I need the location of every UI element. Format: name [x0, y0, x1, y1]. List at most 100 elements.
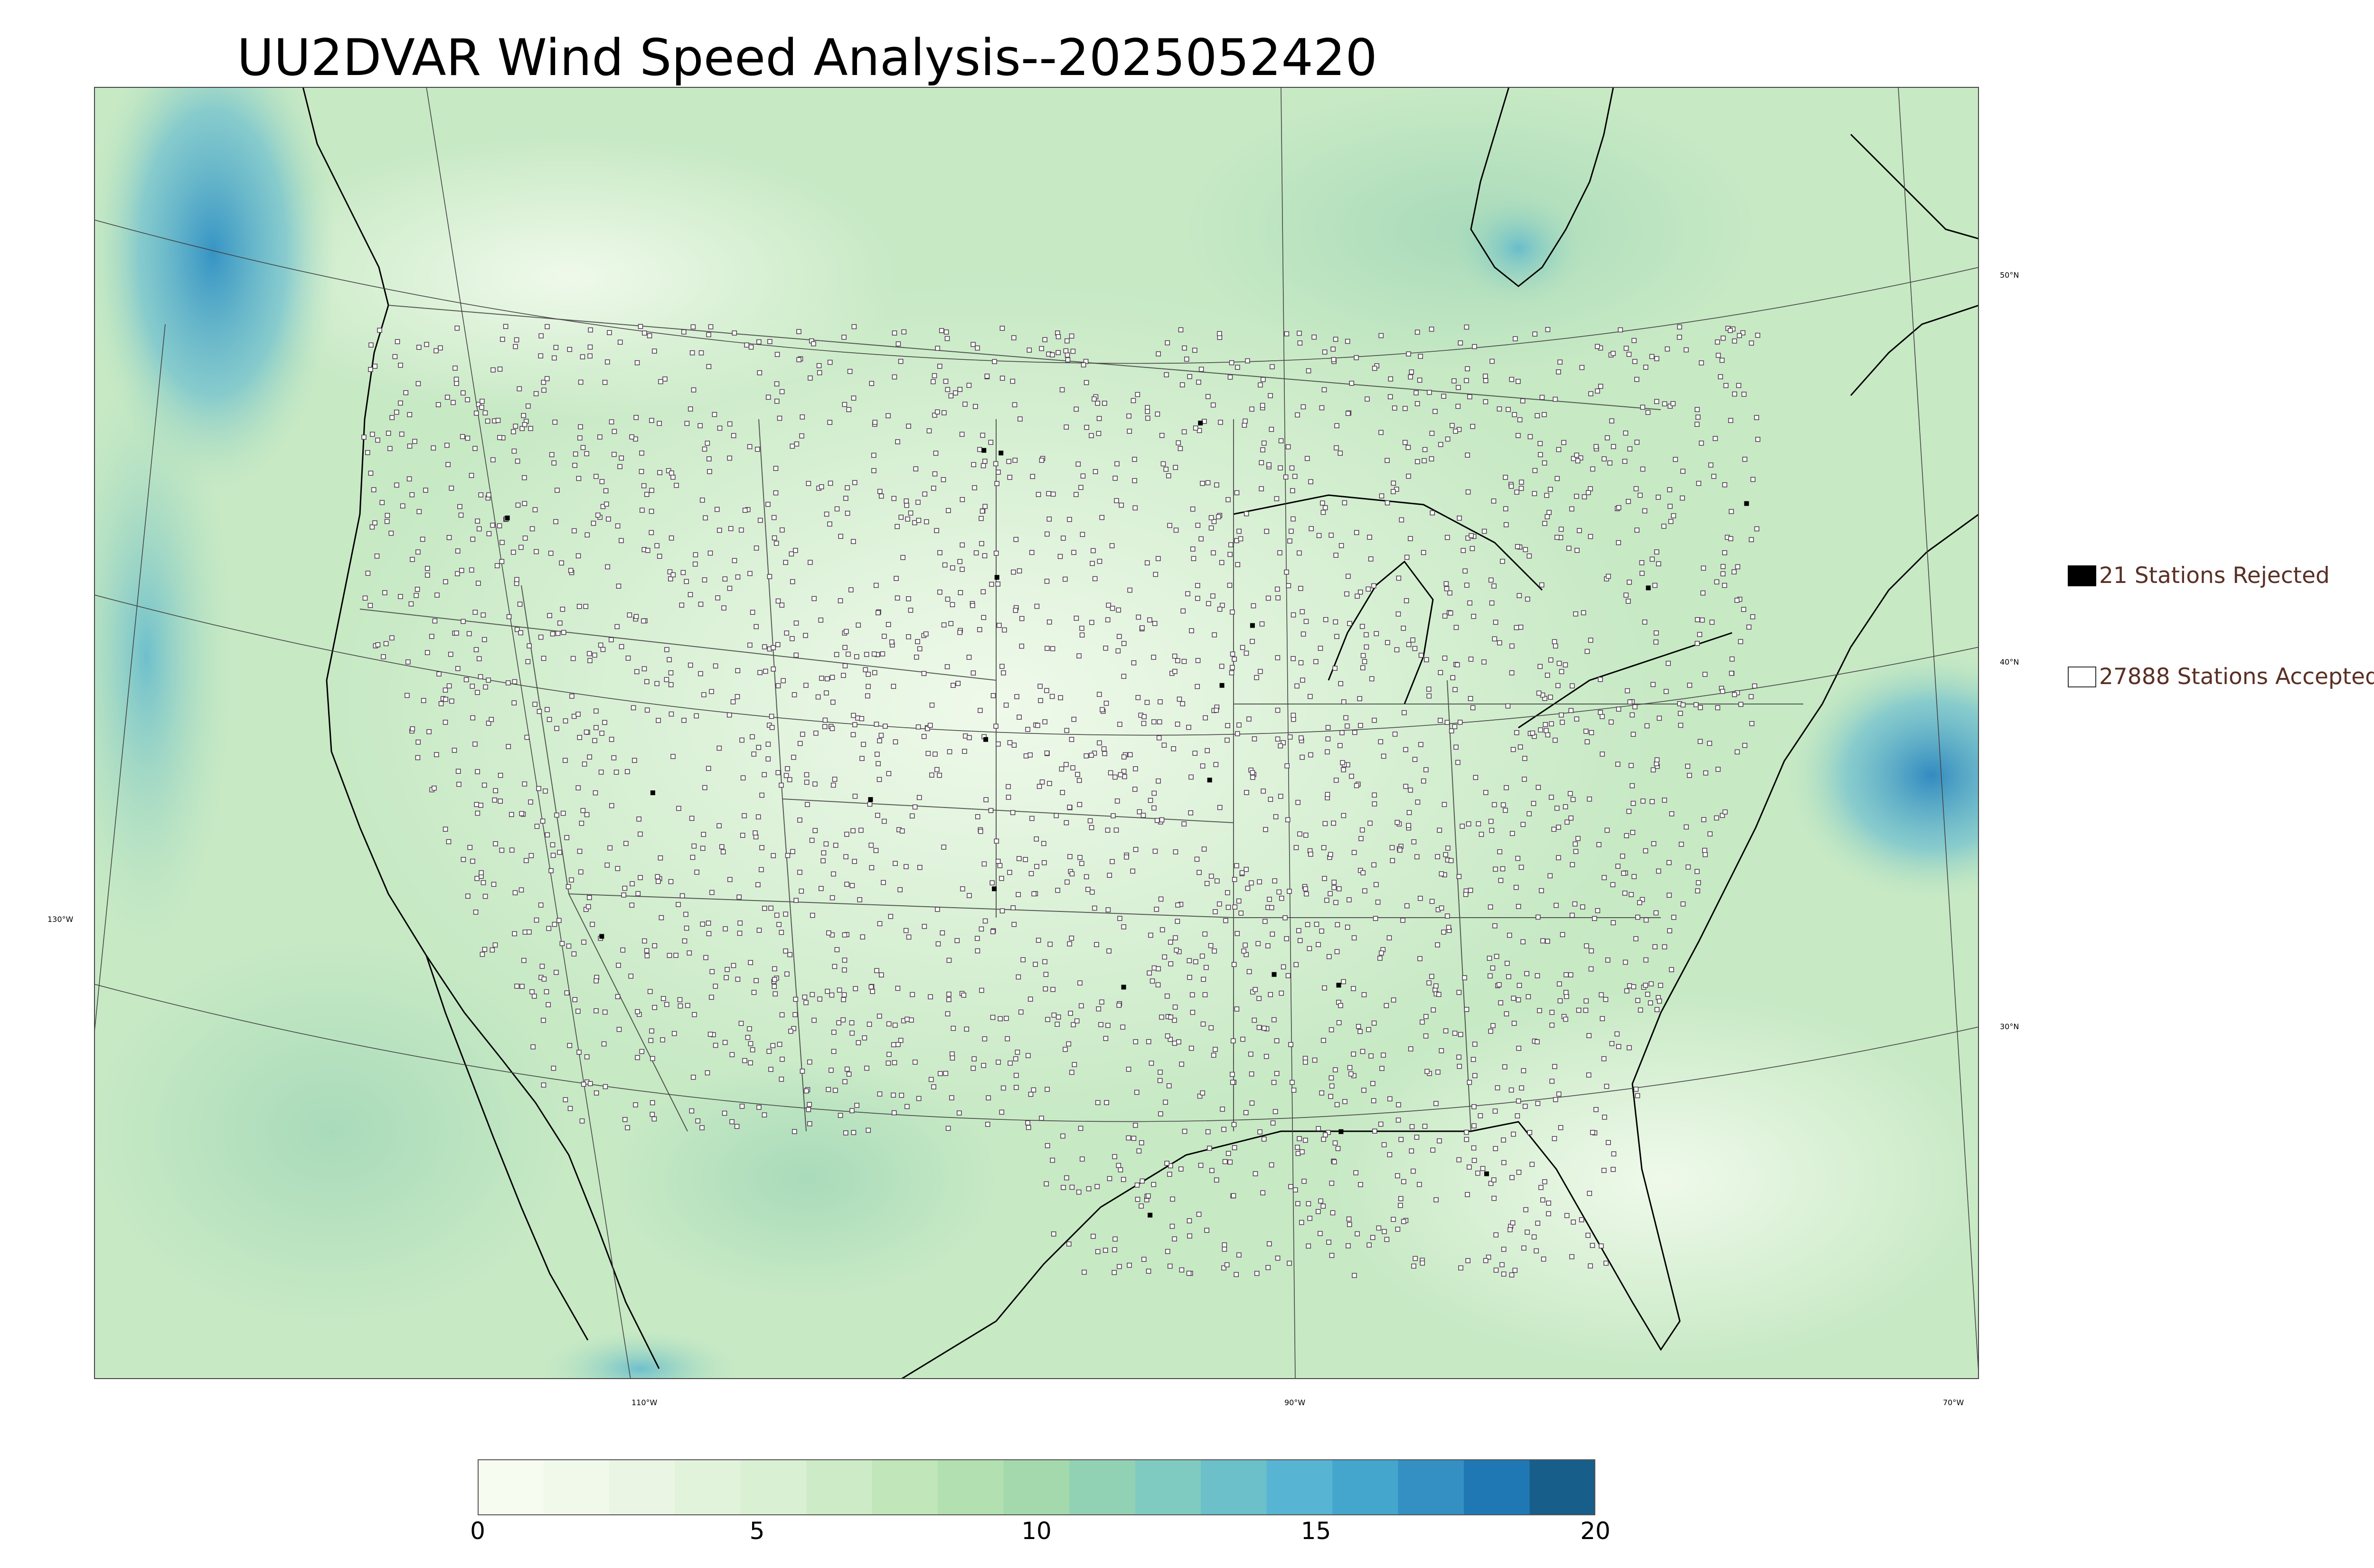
accepted-station-marker: [1104, 1100, 1109, 1105]
accepted-station-marker: [873, 848, 879, 853]
accepted-station-marker: [1055, 334, 1061, 339]
accepted-station-marker: [1511, 1021, 1517, 1026]
accepted-station-marker: [534, 917, 539, 923]
rejected-station-marker: [1646, 585, 1651, 591]
accepted-station-marker: [609, 419, 614, 424]
accepted-station-marker: [1341, 979, 1346, 985]
accepted-station-marker: [1452, 724, 1458, 729]
map-panel[interactable]: [94, 87, 1979, 1379]
accepted-station-marker: [1560, 932, 1565, 938]
accepted-station-marker: [1470, 1057, 1476, 1062]
accepted-station-marker: [1489, 600, 1495, 606]
accepted-station-marker: [641, 618, 646, 624]
accepted-station-marker: [1334, 445, 1339, 451]
accepted-station-marker: [1064, 728, 1070, 733]
accepted-station-marker: [1680, 702, 1686, 708]
accepted-station-marker: [1445, 845, 1451, 851]
accepted-station-marker: [1373, 916, 1378, 921]
accepted-station-marker: [1444, 586, 1450, 592]
accepted-station-marker: [1145, 415, 1150, 421]
accepted-station-marker: [999, 664, 1005, 669]
rejected-station-marker: [1272, 972, 1277, 977]
accepted-station-marker: [803, 1000, 809, 1005]
accepted-station-marker: [1521, 1068, 1526, 1073]
accepted-station-marker: [980, 589, 986, 594]
accepted-station-marker: [1291, 516, 1296, 522]
accepted-station-marker: [1535, 973, 1540, 978]
accepted-station-marker: [530, 1044, 536, 1050]
accepted-station-marker: [1295, 1145, 1300, 1150]
accepted-station-marker: [1604, 435, 1610, 441]
accepted-station-marker: [1394, 647, 1400, 653]
accepted-station-marker: [868, 843, 874, 848]
accepted-station-marker: [1204, 965, 1209, 970]
accepted-station-marker: [972, 485, 977, 490]
accepted-station-marker: [617, 339, 623, 345]
accepted-station-marker: [1244, 650, 1249, 656]
accepted-station-marker: [377, 328, 382, 333]
accepted-station-marker: [564, 990, 570, 995]
accepted-station-marker: [895, 986, 901, 991]
accepted-station-marker: [576, 476, 582, 481]
accepted-station-marker: [872, 670, 877, 676]
accepted-station-marker: [454, 325, 460, 331]
accepted-station-marker: [669, 711, 674, 717]
accepted-station-marker: [950, 565, 955, 571]
accepted-station-marker: [1141, 721, 1147, 726]
accepted-station-marker: [994, 481, 999, 486]
accepted-station-marker: [944, 664, 950, 669]
accepted-station-marker: [1535, 1221, 1541, 1226]
accepted-station-marker: [1424, 1069, 1430, 1074]
accepted-station-marker: [1094, 1184, 1100, 1189]
accepted-station-marker: [673, 953, 678, 958]
accepted-station-marker: [1112, 1270, 1117, 1275]
accepted-station-marker: [1481, 659, 1487, 665]
accepted-station-marker: [1673, 457, 1678, 462]
accepted-station-marker: [548, 868, 554, 873]
accepted-station-marker: [1140, 1178, 1145, 1184]
accepted-station-marker: [1011, 335, 1017, 340]
accepted-station-marker: [1630, 783, 1635, 789]
accepted-station-marker: [1292, 474, 1298, 479]
accepted-station-marker: [1438, 442, 1443, 447]
accepted-station-marker: [1624, 988, 1630, 994]
accepted-station-marker: [946, 508, 951, 513]
accepted-station-marker: [1677, 324, 1682, 330]
accepted-station-marker: [1330, 1210, 1336, 1216]
accepted-station-marker: [1256, 995, 1262, 1001]
accepted-station-marker: [931, 379, 936, 385]
accepted-station-marker: [1420, 1019, 1425, 1025]
accepted-station-marker: [622, 885, 628, 891]
accepted-station-marker: [793, 996, 799, 1002]
accepted-station-marker: [456, 781, 462, 787]
accepted-station-marker: [1538, 452, 1543, 458]
accepted-station-marker: [693, 552, 698, 557]
wind-speed-map[interactable]: [94, 87, 1979, 1379]
accepted-station-marker: [1468, 657, 1474, 662]
accepted-station-marker: [906, 596, 911, 601]
accepted-station-marker: [1633, 936, 1639, 941]
accepted-station-marker: [1270, 1120, 1276, 1126]
accepted-station-marker: [1205, 480, 1211, 486]
accepted-station-marker: [941, 477, 946, 482]
accepted-station-marker: [1557, 998, 1563, 1004]
accepted-station-marker: [1408, 1046, 1413, 1052]
accepted-station-marker: [664, 647, 669, 652]
accepted-station-marker: [967, 735, 972, 741]
accepted-station-marker: [1554, 476, 1560, 481]
accepted-station-marker: [511, 429, 516, 434]
accepted-station-marker: [1630, 712, 1635, 718]
accepted-station-marker: [1290, 1080, 1295, 1085]
accepted-station-marker: [1551, 826, 1557, 832]
accepted-station-marker: [1611, 1151, 1617, 1156]
lat-label-50: 50°N: [2000, 271, 2019, 280]
accepted-station-marker: [560, 810, 566, 816]
accepted-station-marker: [1055, 1022, 1060, 1027]
accepted-station-marker: [1079, 1003, 1084, 1009]
accepted-station-marker: [486, 492, 491, 498]
accepted-station-marker: [756, 339, 762, 345]
accepted-station-marker: [950, 1055, 955, 1061]
accepted-station-marker: [931, 486, 936, 491]
accepted-station-marker: [1552, 1136, 1557, 1141]
accepted-station-marker: [1269, 905, 1274, 911]
